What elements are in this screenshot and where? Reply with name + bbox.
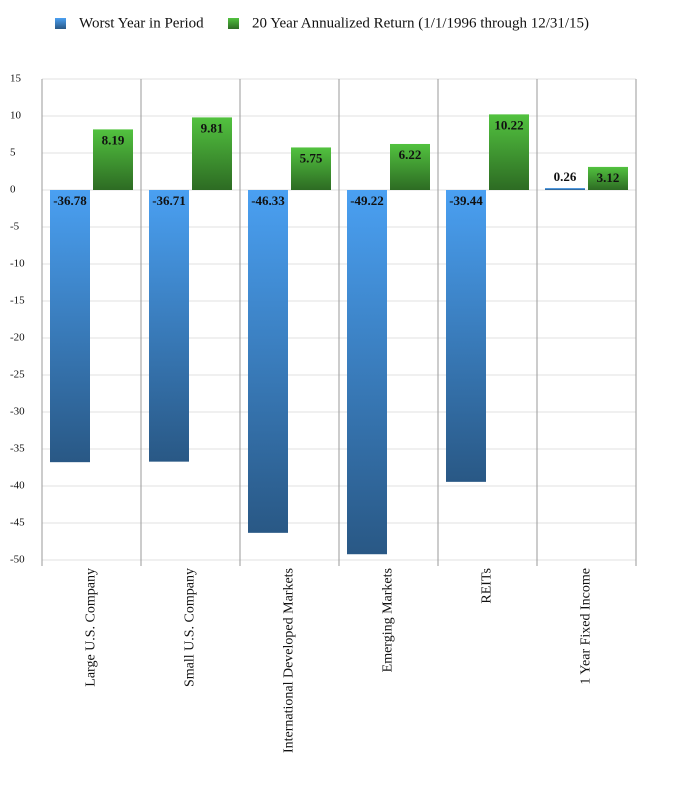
legend-swatch — [228, 18, 239, 29]
bar — [149, 190, 189, 462]
bar — [446, 190, 486, 482]
x-tick-label: Large U.S. Company — [84, 568, 99, 687]
data-label: 9.81 — [201, 120, 224, 135]
data-label: -49.22 — [350, 193, 384, 208]
x-tick-label: Emerging Markets — [381, 568, 396, 672]
bar — [50, 190, 90, 463]
bar — [390, 143, 430, 190]
bar — [347, 190, 387, 555]
data-label: 10.22 — [494, 117, 523, 132]
data-label: -46.33 — [251, 193, 285, 208]
y-tick-label: -50 — [10, 554, 25, 566]
y-tick-label: -15 — [10, 295, 25, 307]
bar — [248, 190, 288, 533]
y-tick-label: -30 — [10, 406, 25, 418]
x-tick-label: 1 Year Fixed Income — [579, 568, 594, 685]
bar — [489, 114, 529, 190]
legend-swatch — [55, 18, 66, 29]
legend-label: Worst Year in Period — [79, 15, 204, 31]
bar — [93, 129, 133, 190]
y-tick-label: 5 — [10, 147, 16, 159]
data-label: 3.12 — [597, 170, 620, 185]
y-tick-label: 15 — [10, 73, 22, 85]
bar — [291, 147, 331, 190]
data-label: 6.22 — [399, 147, 422, 162]
data-label: 8.19 — [102, 132, 125, 147]
x-tick-label: REITs — [480, 568, 495, 604]
y-tick-label: 10 — [10, 110, 22, 122]
data-label: -36.71 — [152, 193, 186, 208]
data-label: -36.78 — [53, 193, 87, 208]
y-tick-label: -20 — [10, 332, 25, 344]
y-tick-label: -5 — [10, 221, 20, 233]
x-tick-label: International Developed Markets — [282, 568, 297, 753]
y-tick-label: -10 — [10, 258, 25, 270]
y-tick-label: 0 — [10, 184, 16, 196]
bar — [545, 188, 585, 190]
bar — [588, 166, 628, 190]
legend-label: 20 Year Annualized Return (1/1/1996 thro… — [252, 15, 589, 31]
data-label: 5.75 — [300, 150, 323, 165]
y-tick-label: -25 — [10, 369, 25, 381]
data-label: -39.44 — [449, 193, 483, 208]
data-label: 0.26 — [554, 169, 577, 184]
y-tick-label: -35 — [10, 443, 25, 455]
x-tick-label: Small U.S. Company — [183, 568, 198, 687]
bar — [192, 117, 232, 190]
y-tick-label: -45 — [10, 517, 25, 529]
y-tick-label: -40 — [10, 480, 25, 492]
